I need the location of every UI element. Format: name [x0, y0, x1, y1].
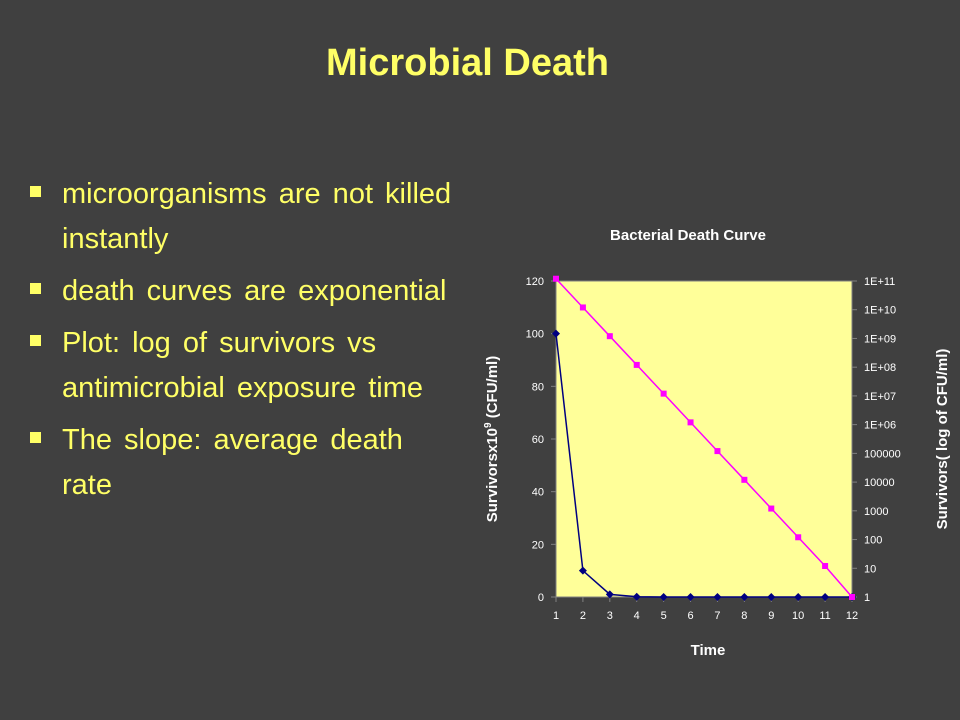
- chart-container: Bacterial Death Curve 0 20 40 60 80 100 120 1 10…: [470, 215, 960, 665]
- series-2-point: [768, 505, 775, 512]
- axes: 0204060801001201101001000100001000001E+0…: [526, 276, 901, 622]
- y2-tick-label: 1E+09: [864, 333, 896, 345]
- series-2-point: [741, 476, 748, 483]
- y-axis-label-main: Survivorsx10: [484, 428, 501, 522]
- y-axis-label-unit: (CFU/ml): [484, 356, 501, 423]
- x-tick-label: 6: [687, 610, 693, 622]
- bacterial-death-curve-chart: Bacterial Death Curve 0 20 40 60 80 100 120 1 10…: [483, 227, 951, 659]
- series-1-point: [794, 593, 803, 601]
- y2-tick-label: 1E+07: [864, 391, 896, 403]
- bullet-item: microorganisms are not killed instantly: [30, 172, 460, 262]
- series-1-point: [605, 590, 614, 599]
- y2-tick-label: 1E+08: [864, 362, 896, 374]
- series-2-point: [822, 562, 829, 569]
- y-tick-label: 60: [532, 434, 544, 446]
- y2-tick-label: 1E+06: [864, 420, 896, 432]
- bullet-text: Plot: log of survivors vs antimicrobial …: [62, 326, 423, 404]
- series-2-point: [795, 534, 802, 541]
- y2-axis-label: Survivors( log of CFU/ml): [934, 349, 951, 530]
- series-1-point: [578, 566, 587, 575]
- square-bullet-icon: [30, 186, 41, 197]
- series-2-point: [606, 333, 613, 340]
- y2-tick-label: 1: [864, 592, 870, 604]
- x-tick-label: 8: [741, 610, 747, 622]
- x-tick-label: 12: [846, 610, 858, 622]
- x-tick-label: 7: [714, 610, 720, 622]
- slide-title: Microbial Death: [326, 42, 609, 84]
- series-1-point: [740, 593, 749, 601]
- y-tick-label: 0: [538, 592, 544, 604]
- y2-tick-label: 10: [864, 563, 876, 575]
- y2-tick-label: 1000: [864, 506, 888, 518]
- x-tick-label: 11: [819, 610, 830, 622]
- series-1-point: [767, 593, 776, 601]
- plot-area: [555, 280, 853, 598]
- y2-tick-label: 10000: [864, 477, 895, 489]
- y2-tick-label: 1E+10: [864, 305, 896, 317]
- x-tick-label: 4: [634, 610, 640, 622]
- bullet-item: death curves are exponential: [30, 269, 460, 314]
- y2-tick-label: 1E+11: [864, 276, 895, 288]
- bullet-text: microorganisms are not killed instantly: [62, 178, 452, 255]
- y-tick-label: 120: [526, 276, 544, 288]
- series-layer: [552, 275, 856, 601]
- y-tick-label: 20: [532, 539, 544, 551]
- series-2-point: [660, 390, 667, 397]
- bullet-text: The slope: average death rate: [62, 423, 403, 501]
- x-tick-label: 3: [607, 610, 613, 622]
- x-axis-label: Time: [691, 642, 726, 659]
- y2-tick-label: 100: [864, 535, 882, 547]
- x-tick-label: 5: [661, 610, 667, 622]
- series-1-point: [552, 329, 560, 338]
- series-2-point: [579, 304, 586, 311]
- series-1-point: [686, 592, 695, 601]
- y2-tick-label: 100000: [864, 448, 901, 460]
- series-line-1: [555, 333, 852, 598]
- x-tick-label: 2: [580, 610, 586, 622]
- series-2-point: [633, 361, 640, 368]
- bullet-item: The slope: average death rate: [30, 418, 460, 508]
- bullet-list: microorganisms are not killed instantly …: [30, 172, 460, 515]
- x-tick-label: 9: [768, 610, 774, 622]
- chart-title: Bacterial Death Curve: [610, 227, 766, 244]
- y-axis-label-exponent: 9: [483, 422, 494, 428]
- y-tick-label: 40: [532, 487, 544, 499]
- square-bullet-icon: [30, 334, 41, 346]
- y-tick-label: 100: [526, 329, 544, 341]
- series-1-point: [632, 592, 641, 601]
- series-2-point: [714, 448, 721, 455]
- bullet-text: death curves are exponential: [62, 274, 447, 307]
- series-1-point: [659, 592, 668, 601]
- x-tick-label: 1: [553, 610, 559, 622]
- x-tick-label: 10: [792, 610, 804, 622]
- series-2-point: [687, 419, 694, 426]
- series-1-point: [713, 592, 722, 601]
- bullet-item: Plot: log of survivors vs antimicrobial …: [30, 321, 460, 411]
- series-2-point: [553, 275, 559, 282]
- series-1-point: [821, 593, 830, 601]
- y-tick-label: 80: [532, 381, 544, 393]
- square-bullet-icon: [30, 431, 41, 443]
- square-bullet-icon: [30, 282, 41, 294]
- y-axis-label: Survivorsx109 (CFU/ml): [483, 356, 501, 522]
- series-2-point: [849, 594, 855, 600]
- series-line-2: [555, 278, 853, 598]
